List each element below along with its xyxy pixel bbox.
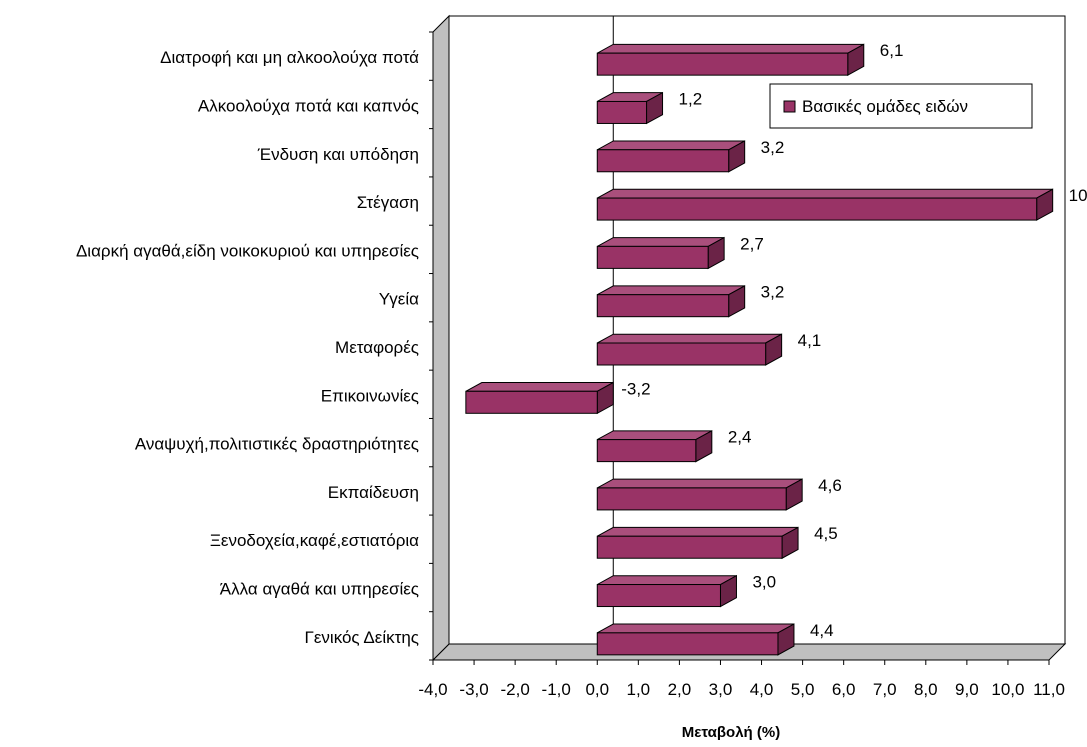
bar-top-face (597, 526, 799, 537)
data-label: 4,5 (814, 524, 838, 543)
x-axis-title: Μεταβολή (%) (682, 724, 780, 741)
x-tick-label: -2,0 (500, 680, 529, 699)
category-axis: Διατροφή και μη αλκοολούχα ποτά Αλκοολούχ… (76, 48, 419, 647)
data-labels: 6,1 1,2 3,2 10,7 2,7 3,2 4,1 -3,2 2,4 4,6 4,5 3,0 4,… (621, 41, 1087, 640)
data-label: 3,2 (761, 283, 785, 302)
x-tick-label: -1,0 (542, 680, 571, 699)
bar-top-face (597, 237, 725, 247)
bar-top-face (465, 382, 614, 392)
bar-front-face (465, 390, 598, 414)
bar-front-face (596, 632, 779, 656)
category-label: Επικοινωνίες (321, 386, 419, 405)
category-label: Στέγαση (357, 193, 419, 212)
bars (465, 43, 1054, 656)
bar-front-face (596, 535, 783, 559)
x-tick-label: 4,0 (750, 680, 774, 699)
bar (596, 236, 725, 270)
bar-top-face (597, 285, 745, 296)
x-tick-label: 5,0 (791, 680, 815, 699)
bar-top-face (597, 188, 1053, 199)
x-tick-label: 1,0 (627, 680, 651, 699)
x-tick-label: 9,0 (955, 680, 979, 699)
category-label: Άλλα αγαθά και υπηρεσίες (220, 580, 419, 599)
data-label: 6,1 (880, 41, 904, 60)
category-label: Εκπαίδευση (328, 483, 419, 502)
bar-front-face (596, 487, 787, 511)
bar (596, 623, 795, 656)
x-tick-label: 11,0 (1033, 680, 1065, 699)
category-label: Διαρκή αγαθά,είδη νοικοκυριού και υπηρεσ… (76, 241, 419, 260)
bar-front-face (596, 149, 730, 173)
legend-swatch (783, 100, 796, 113)
data-label: 4,4 (810, 621, 834, 640)
bar-front-face (596, 52, 849, 76)
data-label: 2,4 (728, 428, 752, 447)
category-label: Αλκοολούχα ποτά και καπνός (198, 96, 419, 115)
bar (596, 478, 803, 511)
x-tick-label: 8,0 (914, 680, 938, 699)
bar-front-face (596, 294, 730, 318)
category-label: Διατροφή και μη αλκοολούχα ποτά (160, 48, 419, 67)
data-label: 3,2 (761, 138, 785, 157)
bar (596, 574, 737, 608)
category-label: Υγεία (379, 290, 419, 309)
bar-top-face (597, 575, 737, 586)
x-tick-label: 10,0 (991, 680, 1024, 699)
category-label: Γενικός Δείκτης (304, 628, 419, 647)
x-axis: -4,0 -3,0 -2,0 -1,0 0,0 1,0 2,0 3,0 4,0 5,0 6,0 7,0… (418, 659, 1065, 699)
bar-top-face (597, 43, 865, 54)
bar-top-face (597, 140, 745, 151)
x-tick-label: 2,0 (668, 680, 692, 699)
bar-top-face (597, 430, 713, 441)
category-label: Μεταφορές (335, 338, 419, 357)
bar-top-face (597, 623, 795, 634)
x-tick-label: 0,0 (585, 680, 609, 699)
bar (596, 43, 865, 76)
data-label: 4,6 (818, 476, 842, 495)
legend-label: Βασικές ομάδες ειδών (802, 97, 968, 116)
bar (596, 285, 746, 318)
bar-front-face (596, 100, 648, 124)
data-label: 2,7 (740, 234, 764, 253)
bar (596, 526, 799, 560)
data-label: 3,0 (752, 573, 776, 592)
bar-top-face (597, 333, 782, 344)
x-tick-label: 3,0 (709, 680, 733, 699)
data-label: -3,2 (621, 379, 650, 398)
bar-top-face (597, 478, 803, 489)
chart-left-wall (432, 14, 450, 662)
category-label: Ένδυση και υπόδηση (257, 145, 419, 164)
bar (596, 429, 713, 463)
bar-front-face (596, 197, 1038, 221)
x-tick-label: -3,0 (459, 680, 488, 699)
bar (465, 381, 614, 415)
bar (596, 333, 783, 366)
bar (596, 188, 1054, 221)
bar-front-face (596, 342, 767, 366)
category-label: Αναψυχή,πολιτιστικές δραστηριότητες (135, 435, 419, 454)
data-label: 4,1 (798, 331, 822, 350)
data-label: 10,7 (1069, 186, 1087, 205)
x-tick-label: 6,0 (832, 680, 856, 699)
bar-front-face (596, 584, 721, 608)
bar-front-face (596, 245, 709, 269)
x-tick-label: -4,0 (418, 680, 447, 699)
bar (596, 140, 746, 173)
category-label: Ξενοδοχεία,καφέ,εστιατόρια (210, 531, 419, 550)
bar-front-face (596, 439, 697, 463)
bar (596, 91, 664, 125)
x-tick-label: 7,0 (873, 680, 897, 699)
legend-box (769, 83, 1033, 129)
legend: Βασικές ομάδες ειδών (769, 83, 1033, 129)
data-label: 1,2 (679, 89, 703, 108)
